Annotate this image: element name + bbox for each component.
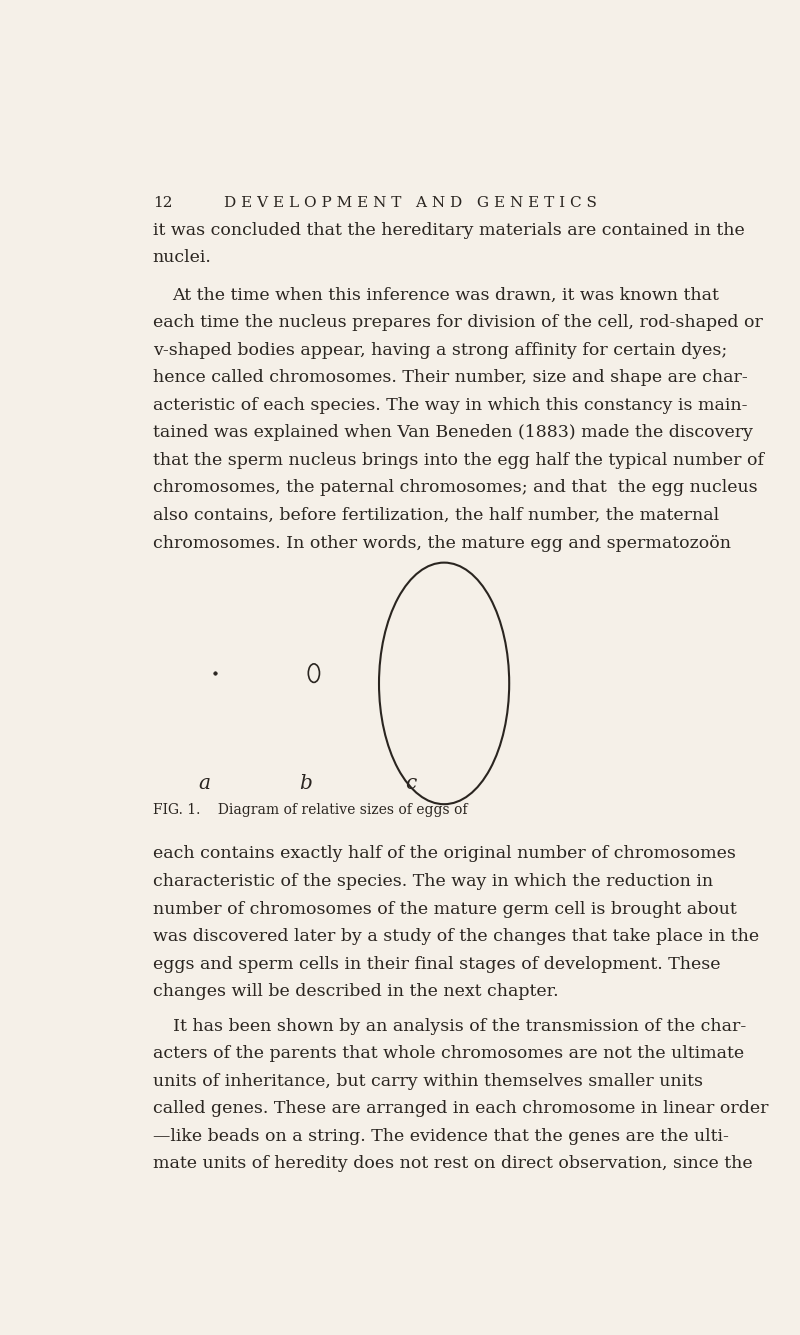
Text: that the sperm nucleus brings into the egg half the typical number of: that the sperm nucleus brings into the e… (153, 453, 764, 469)
Text: a: a (198, 774, 210, 793)
Text: characteristic of the species. The way in which the reduction in: characteristic of the species. The way i… (153, 873, 713, 890)
Text: c: c (405, 774, 416, 793)
Text: units of inheritance, but carry within themselves smaller units: units of inheritance, but carry within t… (153, 1073, 702, 1089)
Text: was discovered later by a study of the changes that take place in the: was discovered later by a study of the c… (153, 928, 759, 945)
Text: —like beads on a string. The evidence that the genes are the ulti-: —like beads on a string. The evidence th… (153, 1128, 729, 1145)
Text: nuclei.: nuclei. (153, 250, 211, 267)
Text: mate units of heredity does not rest on direct observation, since the: mate units of heredity does not rest on … (153, 1155, 752, 1172)
Text: number of chromosomes of the mature germ cell is brought about: number of chromosomes of the mature germ… (153, 901, 737, 917)
Text: it was concluded that the hereditary materials are contained in the: it was concluded that the hereditary mat… (153, 222, 745, 239)
Text: At the time when this inference was drawn, it was known that: At the time when this inference was draw… (173, 287, 719, 303)
Text: hence called chromosomes. Their number, size and shape are char-: hence called chromosomes. Their number, … (153, 370, 747, 386)
Text: each time the nucleus prepares for division of the cell, rod-shaped or: each time the nucleus prepares for divis… (153, 314, 762, 331)
Text: each contains exactly half of the original number of chromosomes: each contains exactly half of the origin… (153, 845, 735, 862)
Text: tained was explained when Van Beneden (1883) made the discovery: tained was explained when Van Beneden (1… (153, 425, 753, 442)
Text: changes will be described in the next chapter.: changes will be described in the next ch… (153, 984, 558, 1000)
Text: It has been shown by an analysis of the transmission of the char-: It has been shown by an analysis of the … (173, 1017, 746, 1035)
Text: 12: 12 (153, 196, 172, 210)
Text: v-shaped bodies appear, having a strong affinity for certain dyes;: v-shaped bodies appear, having a strong … (153, 342, 727, 359)
Text: D E V E L O P M E N T   A N D   G E N E T I C S: D E V E L O P M E N T A N D G E N E T I … (223, 196, 597, 210)
Text: acteristic of each species. The way in which this constancy is main-: acteristic of each species. The way in w… (153, 396, 747, 414)
Text: b: b (300, 774, 313, 793)
Text: also contains, before fertilization, the half number, the maternal: also contains, before fertilization, the… (153, 507, 719, 525)
Text: eggs and sperm cells in their final stages of development. These: eggs and sperm cells in their final stag… (153, 956, 720, 973)
Text: acters of the parents that whole chromosomes are not the ultimate: acters of the parents that whole chromos… (153, 1045, 744, 1063)
Text: called genes. These are arranged in each chromosome in linear order: called genes. These are arranged in each… (153, 1100, 768, 1117)
Text: FIG. 1.    Diagram of relative sizes of eggs of: FIG. 1. Diagram of relative sizes of egg… (153, 802, 471, 817)
Text: chromosomes, the paternal chromosomes; and that  the egg nucleus: chromosomes, the paternal chromosomes; a… (153, 479, 758, 497)
Text: chromosomes. In other words, the mature egg and spermatozoön: chromosomes. In other words, the mature … (153, 534, 730, 551)
